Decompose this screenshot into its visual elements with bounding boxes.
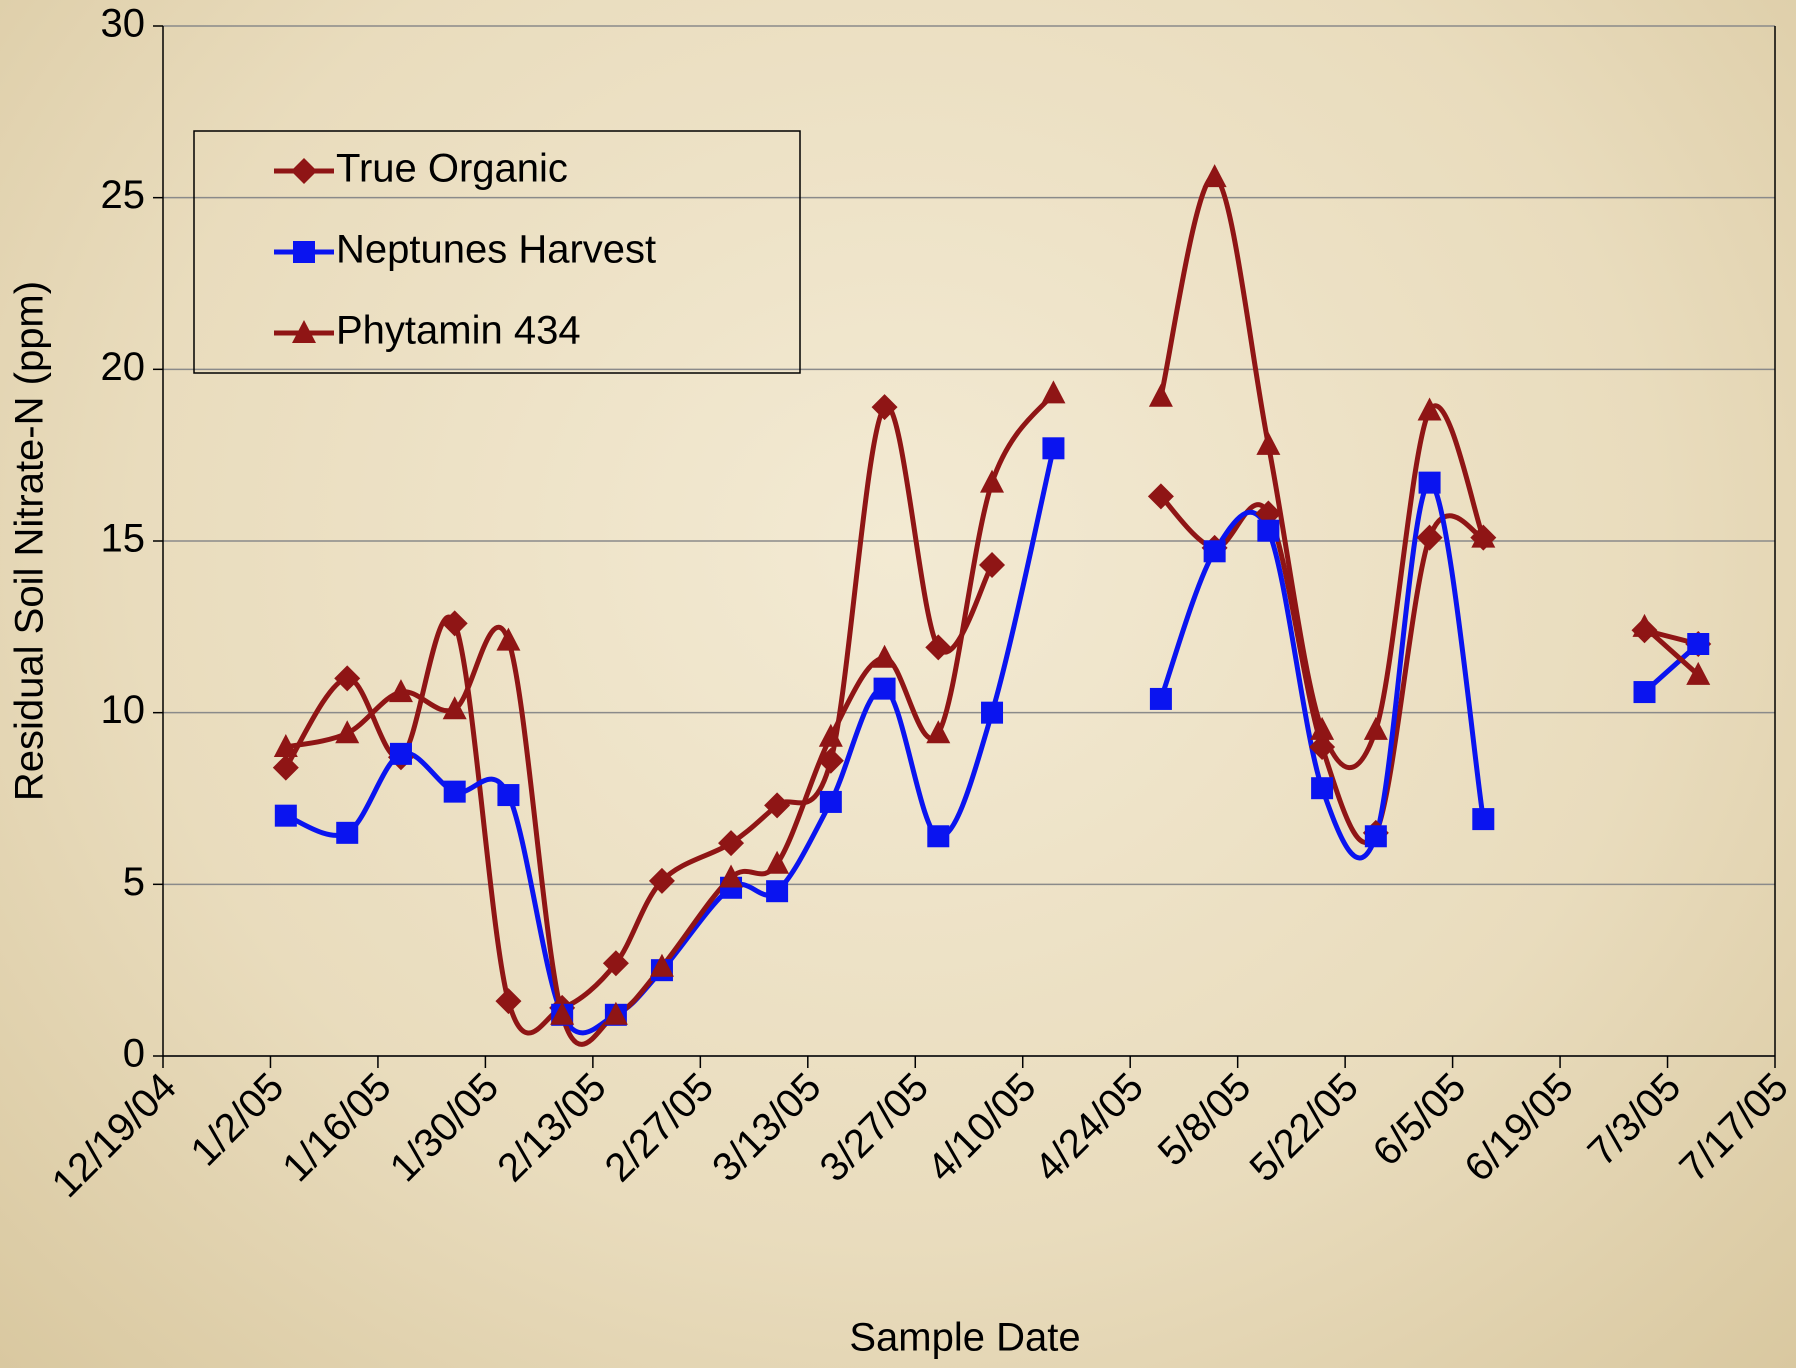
- x-tick-label: 2/13/05: [489, 1065, 614, 1190]
- marker: [336, 821, 359, 844]
- marker: [550, 1001, 575, 1025]
- marker: [274, 804, 297, 827]
- x-tick-label: 7/17/05: [1671, 1065, 1796, 1190]
- marker: [649, 953, 674, 977]
- marker: [1149, 687, 1172, 710]
- marker: [718, 830, 745, 857]
- marker: [925, 634, 952, 661]
- marker: [1417, 397, 1442, 421]
- x-tick-label: 5/22/05: [1241, 1065, 1366, 1190]
- x-tick-label: 2/27/05: [597, 1065, 722, 1190]
- marker: [819, 790, 842, 813]
- marker: [1311, 777, 1334, 800]
- marker: [1364, 825, 1387, 848]
- marker: [291, 158, 317, 184]
- marker: [1042, 437, 1065, 460]
- marker: [979, 552, 1006, 579]
- y-tick-label: 25: [101, 173, 146, 217]
- marker: [1632, 613, 1657, 637]
- y-tick-label: 10: [101, 688, 146, 732]
- x-tick-label: 6/19/05: [1456, 1065, 1581, 1190]
- series-line: [285, 174, 1700, 1047]
- x-tick-label: 3/13/05: [704, 1065, 829, 1190]
- x-tick-label: 4/24/05: [1027, 1065, 1152, 1190]
- marker: [1418, 471, 1441, 494]
- y-tick-label: 0: [123, 1032, 145, 1076]
- marker: [441, 610, 468, 637]
- legend-box: [193, 130, 801, 374]
- x-tick-label: 12/19/04: [44, 1065, 185, 1206]
- marker: [495, 988, 522, 1015]
- marker: [648, 867, 675, 894]
- marker: [1416, 524, 1443, 551]
- legend-label: True Organic: [336, 147, 568, 191]
- marker: [602, 950, 629, 977]
- y-tick-label: 15: [101, 517, 146, 561]
- marker: [764, 792, 791, 819]
- marker: [872, 644, 897, 668]
- marker: [1363, 716, 1388, 740]
- marker: [389, 742, 412, 765]
- marker: [497, 784, 520, 807]
- y-tick-label: 20: [101, 345, 146, 389]
- x-tick-label: 1/30/05: [382, 1065, 507, 1190]
- marker: [766, 880, 789, 903]
- marker: [1310, 716, 1335, 740]
- marker: [496, 627, 521, 651]
- marker: [980, 469, 1005, 493]
- marker: [719, 864, 744, 888]
- marker: [273, 734, 298, 757]
- marker: [1256, 431, 1281, 455]
- marker: [1633, 681, 1656, 704]
- marker: [603, 1001, 628, 1025]
- x-tick-label: 4/10/05: [919, 1065, 1044, 1190]
- marker: [1687, 633, 1710, 655]
- marker: [1472, 808, 1495, 831]
- marker: [1686, 661, 1711, 685]
- marker: [871, 394, 898, 421]
- marker: [442, 696, 467, 720]
- marker: [926, 720, 951, 744]
- marker: [1041, 380, 1066, 404]
- marker: [818, 723, 843, 747]
- marker: [873, 677, 896, 700]
- marker: [293, 241, 315, 263]
- marker: [334, 665, 361, 692]
- marker: [1202, 164, 1227, 188]
- marker: [272, 754, 299, 781]
- marker: [1309, 734, 1336, 760]
- marker: [292, 320, 316, 343]
- marker: [1471, 524, 1496, 548]
- marker: [1147, 483, 1174, 510]
- marker: [443, 780, 466, 803]
- marker: [388, 679, 413, 703]
- legend-label: Phytamin 434: [336, 309, 581, 353]
- marker: [1257, 519, 1280, 542]
- marker: [335, 720, 360, 744]
- marker: [1203, 540, 1226, 563]
- y-axis-title: Residual Soil Nitrate-N (ppm): [8, 281, 52, 801]
- marker: [927, 825, 950, 848]
- marker: [1148, 383, 1173, 407]
- x-tick-label: 3/27/05: [812, 1065, 937, 1190]
- y-tick-label: 5: [123, 860, 145, 904]
- x-axis-title: Sample Date: [849, 1316, 1080, 1360]
- legend-label: Neptunes Harvest: [336, 228, 656, 272]
- y-tick-label: 30: [101, 2, 146, 46]
- marker: [817, 747, 844, 774]
- legend: True Organic Neptunes Harvest Phytamin 434: [193, 130, 801, 374]
- x-tick-label: 1/16/05: [274, 1065, 399, 1190]
- marker: [765, 850, 790, 874]
- marker: [981, 701, 1004, 724]
